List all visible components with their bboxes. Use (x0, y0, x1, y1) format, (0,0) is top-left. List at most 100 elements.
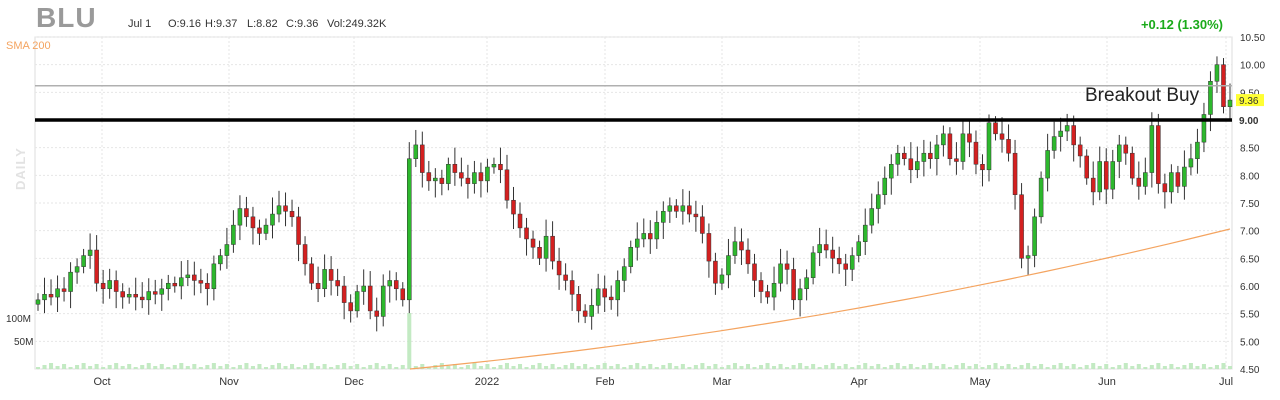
volume-bar (785, 367, 790, 369)
y-tick-label: 4.50 (1240, 365, 1260, 376)
volume-bar (830, 363, 835, 369)
volume-bar (719, 367, 724, 369)
volume-bar (1227, 366, 1233, 369)
volume-bar (1065, 366, 1070, 369)
candle-body (94, 249, 99, 284)
volume-bar (309, 363, 314, 369)
candle-body (1006, 139, 1011, 154)
volume-bar (895, 363, 900, 369)
candle-body (902, 152, 907, 159)
candle-body (576, 294, 581, 312)
volume-bar (485, 364, 490, 369)
volume-bar (1110, 367, 1115, 369)
volume-bar (1162, 366, 1167, 369)
candle-body (1149, 125, 1155, 173)
volume-bar (276, 363, 282, 369)
volume-bar (876, 364, 881, 369)
candle-body (1045, 150, 1050, 179)
candle-body (491, 164, 497, 168)
volume-bar (1175, 367, 1180, 369)
volume-bar (420, 364, 425, 369)
volume-bar (211, 363, 216, 369)
candle-body (667, 205, 673, 212)
candle-body (550, 235, 555, 262)
volume-bar (1156, 363, 1161, 369)
volume-bar (1026, 363, 1031, 369)
candle-body (374, 310, 379, 317)
candle-body (869, 208, 875, 226)
volume-bar (452, 364, 457, 369)
y-tick-label: 9.50 (1240, 88, 1260, 99)
volume-bar (628, 365, 633, 369)
volume-bar (446, 366, 451, 369)
candle-body (830, 249, 835, 259)
candle-body (341, 285, 347, 303)
candle-body (1116, 144, 1122, 162)
volume-bar (35, 367, 41, 369)
candle-body (472, 172, 477, 184)
volume-bar (303, 365, 308, 369)
volume-bar (1045, 367, 1050, 369)
volume-bar (459, 367, 464, 369)
candle-body (257, 227, 262, 234)
volume-bar (680, 364, 685, 369)
volume-bar (348, 366, 353, 369)
x-tick-label: Feb (596, 376, 615, 388)
volume-bar (752, 367, 757, 369)
volume-bar (1104, 364, 1109, 369)
candle-body (517, 213, 523, 229)
candle-body (895, 152, 901, 165)
volume-bar (55, 366, 60, 369)
candle-body (407, 158, 412, 301)
volume-bar (107, 365, 112, 369)
volume-bar (1143, 367, 1148, 369)
y-tick-label: 10.50 (1240, 33, 1265, 44)
volume-bar (576, 366, 581, 369)
volume-bar (693, 365, 698, 369)
volume-bar (283, 366, 288, 369)
volume-bar (863, 363, 868, 369)
volume-bar (407, 313, 412, 369)
candle-body (882, 177, 888, 195)
volume-bar (1208, 367, 1213, 369)
volume-bar (140, 365, 145, 369)
volume-bar (511, 366, 516, 369)
volume-bar (1130, 366, 1135, 369)
candle-body (739, 241, 744, 251)
candle-body (765, 291, 770, 298)
candle-body (706, 233, 712, 262)
volume-bar (342, 363, 347, 369)
candle-body (543, 235, 549, 259)
candle-body (784, 263, 790, 270)
volume-bar (465, 365, 470, 369)
volume-bar (1013, 367, 1018, 369)
last-price-label: 9.36 (1239, 96, 1259, 107)
y-tick-label: 6.50 (1240, 254, 1260, 265)
candle-body (713, 260, 718, 284)
candle-body (1214, 64, 1220, 82)
candle-body (81, 255, 86, 267)
volume-bar (869, 366, 874, 369)
x-tick-label: Jul (1219, 376, 1233, 388)
price-change: +0.12 (1.30%) (1140, 17, 1223, 32)
candle-body (1110, 161, 1116, 190)
volume-bar (1006, 364, 1011, 369)
candle-body (889, 164, 894, 179)
candle-body (1077, 144, 1083, 157)
volume-bar (817, 367, 822, 369)
candle-body (322, 269, 327, 290)
candle-body (615, 280, 620, 301)
x-tick-label: Dec (344, 376, 364, 388)
volume-bar (329, 367, 334, 369)
candle-body (1064, 125, 1070, 132)
candle-body (459, 172, 464, 179)
volume-bar (335, 365, 340, 369)
volume-bar (322, 364, 327, 369)
candle-body (856, 241, 861, 256)
volume-bar (290, 364, 295, 369)
candle-body (634, 238, 640, 248)
volume-bar (68, 367, 73, 369)
volume-bar (120, 366, 125, 369)
candle-body (1071, 125, 1076, 146)
candle-body (817, 244, 822, 254)
